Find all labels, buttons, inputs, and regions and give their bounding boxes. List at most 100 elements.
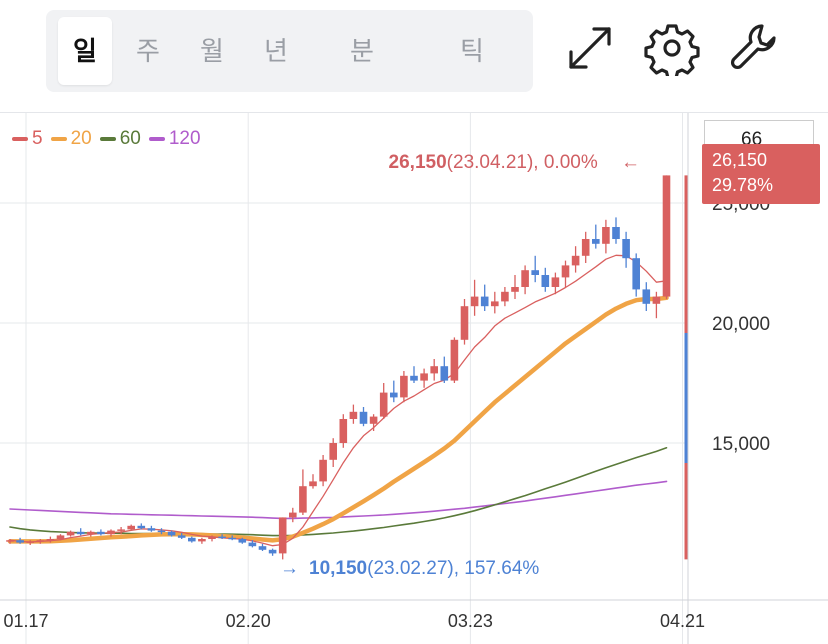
- tab-tick[interactable]: 틱: [460, 36, 484, 66]
- candle-body: [117, 529, 125, 531]
- current-price: 26,150: [712, 150, 768, 170]
- candle-body: [157, 530, 166, 533]
- legend-label: 5: [32, 128, 43, 149]
- candle-body: [76, 531, 85, 535]
- candle-body: [470, 296, 479, 307]
- legend-item-ma120: 120: [148, 128, 201, 150]
- ma-line-120: [9, 480, 668, 520]
- candle-body: [16, 540, 24, 543]
- chart-toolbar: 일 주 월 년 분 틱: [0, 0, 828, 110]
- toolbar-divider: [0, 112, 828, 113]
- candle-body: [480, 296, 489, 307]
- max-price-detail: (23.04.21), 0.00%: [446, 152, 598, 173]
- max-price-annotation: 26,150(23.04.21), 0.00% ←: [389, 152, 640, 174]
- candle-body: [188, 537, 196, 542]
- tab-week[interactable]: 주: [136, 36, 160, 66]
- candle-body: [602, 227, 610, 244]
- candle-body: [248, 542, 257, 547]
- legend-label: 20: [70, 128, 92, 149]
- candle-body: [410, 375, 418, 381]
- chart-area[interactable]: 25,000 20,000 15,000 01.17 02.20 03.23 04.21: [0, 113, 828, 644]
- tab-day[interactable]: 일: [58, 17, 112, 85]
- candle-body: [258, 546, 267, 550]
- candle-body: [127, 525, 135, 530]
- candle-body: [652, 296, 661, 304]
- legend-item-ma5: 5: [12, 128, 43, 150]
- tab-year[interactable]: 년: [264, 36, 288, 66]
- legend-swatch: [50, 136, 67, 141]
- candle-body: [278, 517, 287, 554]
- y-tick-label: 15,000: [712, 434, 770, 455]
- candle-body: [349, 411, 358, 419]
- period-selector: 일 주 월 년 분 틱: [46, 10, 533, 92]
- candle-body: [198, 539, 206, 542]
- candle-body: [662, 175, 671, 297]
- current-price-tag: 26,150 29.78%: [702, 144, 820, 204]
- candle-body: [238, 539, 247, 543]
- x-tick-label: 01.17: [3, 611, 48, 631]
- legend-label: 60: [119, 128, 141, 149]
- max-arrow: ←: [621, 152, 640, 173]
- candle-body: [491, 301, 499, 307]
- min-arrow: →: [280, 558, 299, 579]
- candle-body: [46, 539, 55, 541]
- ma-line-60: [9, 446, 668, 537]
- candle-body: [228, 537, 236, 540]
- candle-body: [218, 536, 226, 539]
- candle-body: [430, 366, 438, 374]
- candle-body: [359, 411, 368, 424]
- ma-line-5: [9, 254, 668, 547]
- candle-body: [299, 486, 307, 513]
- x-tick-label: 03.23: [448, 611, 493, 631]
- candle-body: [107, 530, 115, 535]
- candle-body: [56, 535, 65, 539]
- candle-body: [511, 287, 519, 292]
- candle-body: [420, 373, 428, 381]
- y-tick-label: 20,000: [712, 314, 770, 335]
- candle-body: [612, 227, 620, 239]
- wrench-icon[interactable]: [726, 20, 782, 76]
- candle-body: [319, 459, 327, 482]
- candle-body: [561, 265, 570, 278]
- candle-body: [167, 531, 176, 536]
- candle-body: [592, 239, 600, 244]
- candle-body: [208, 536, 216, 539]
- expand-icon[interactable]: [562, 20, 618, 76]
- candle-body: [571, 255, 580, 266]
- x-tick-label: 04.21: [660, 611, 705, 631]
- candle-body: [541, 275, 550, 287]
- candle-body: [177, 535, 186, 538]
- candle-body: [289, 512, 297, 518]
- candle-body: [369, 416, 378, 424]
- candle-body: [329, 443, 337, 460]
- min-price-detail: (23.02.27), 157.64%: [367, 558, 540, 579]
- candle-body: [632, 258, 640, 290]
- candle-body: [642, 289, 651, 304]
- candle-body: [622, 239, 630, 259]
- legend-swatch: [99, 136, 116, 141]
- candle-body: [501, 291, 509, 302]
- candle-body: [36, 540, 45, 542]
- current-change: 29.78%: [712, 175, 774, 195]
- ma-line-20: [7, 295, 669, 544]
- gear-icon[interactable]: [644, 20, 700, 80]
- candle-body: [460, 306, 469, 340]
- max-price: 26,150: [388, 152, 447, 173]
- x-tick-label: 02.20: [226, 611, 271, 631]
- candle-body: [440, 366, 449, 381]
- candle-body: [147, 528, 156, 531]
- min-price: 10,150: [309, 558, 368, 579]
- candle-body: [581, 239, 590, 256]
- candle-body: [531, 270, 539, 275]
- candle-body: [26, 541, 34, 543]
- candle-body: [137, 525, 146, 529]
- tab-minute[interactable]: 분: [350, 36, 374, 66]
- candle-body: [87, 531, 95, 535]
- legend-swatch: [148, 136, 165, 141]
- tab-month[interactable]: 월: [200, 36, 224, 66]
- candle-body: [339, 419, 348, 443]
- candle-body: [309, 481, 317, 487]
- candle-body: [521, 270, 529, 287]
- candle-body: [390, 392, 398, 398]
